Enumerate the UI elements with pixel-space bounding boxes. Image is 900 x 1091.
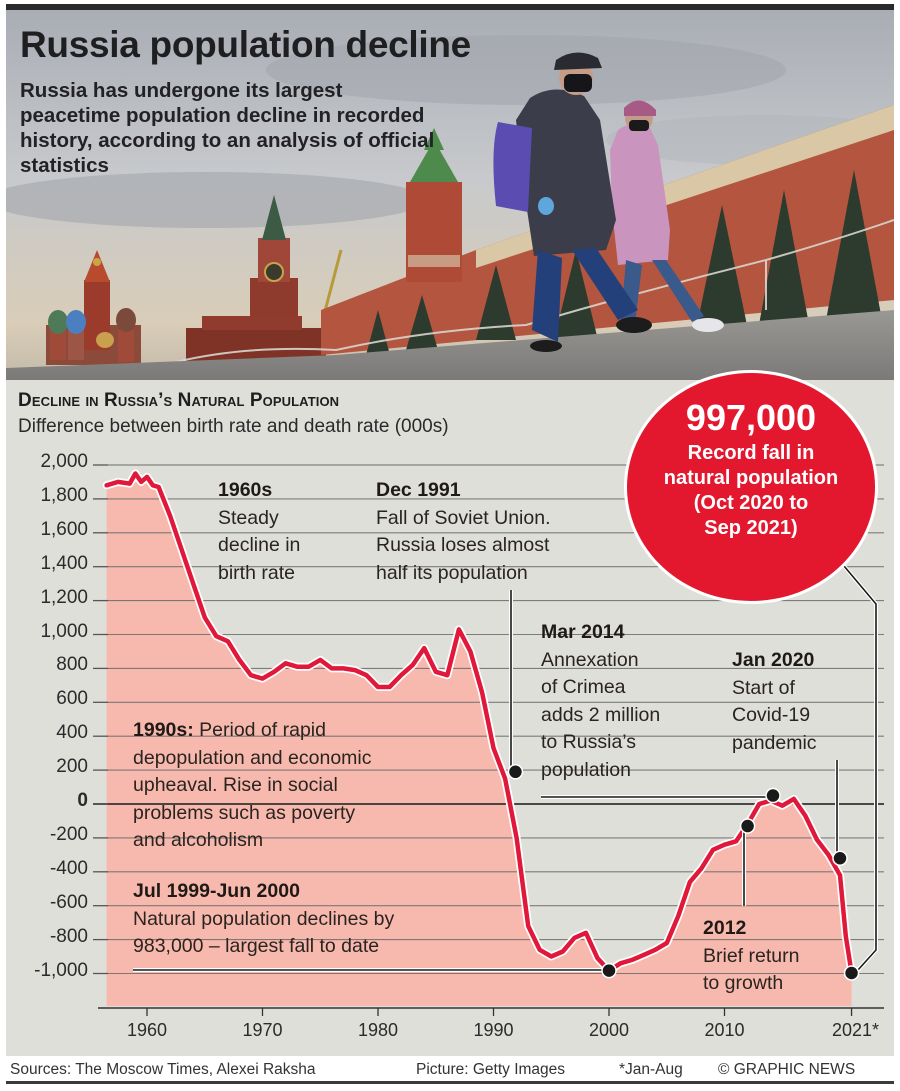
footer-copyright: © GRAPHIC NEWS xyxy=(718,1061,856,1078)
x-tick-label: 2010 xyxy=(704,1020,745,1040)
annotation-jul-1999: Jul 1999-Jun 2000 Natural population dec… xyxy=(133,880,395,957)
red-square-photo-illustration xyxy=(6,10,894,380)
y-tick-label: 200 xyxy=(56,756,88,778)
y-tick-label: 600 xyxy=(56,688,88,710)
footer-note: *Jan-Aug xyxy=(619,1061,683,1078)
footer-picture-credit: Picture: Getty Images xyxy=(416,1061,566,1078)
page-subtitle: Russia has undergone its largest peaceti… xyxy=(20,79,435,177)
y-tick-label: 0 xyxy=(77,790,88,811)
y-tick-label: -600 xyxy=(49,891,88,913)
leader-lines xyxy=(133,564,878,972)
area-fill xyxy=(106,473,852,1006)
annotation-1960s: 1960s Steady decline in birth rate xyxy=(218,479,301,584)
y-tick-label: 1,200 xyxy=(40,586,88,608)
record-fall-callout: 997,000 Record fall in natural populatio… xyxy=(624,370,878,604)
y-tick-label: -200 xyxy=(49,823,88,845)
chart-subheading: Difference between birth rate and death … xyxy=(18,416,449,437)
y-tick-label: 1,000 xyxy=(40,620,88,642)
y-tick-label: -800 xyxy=(49,925,88,947)
x-tick-label: 2021* xyxy=(832,1020,880,1040)
x-tick-label: 1970 xyxy=(242,1020,283,1040)
footer: Sources: The Moscow Times, Alexei Raksha… xyxy=(6,1056,894,1084)
annotation-2012: 2012 Brief return to growth xyxy=(703,917,800,994)
data-line xyxy=(102,469,856,977)
annotation-1990s: 1990s: Period of rapid depopulation and … xyxy=(133,719,372,851)
y-tick-label: 800 xyxy=(56,654,88,676)
y-tick-label: 400 xyxy=(56,722,88,744)
x-tick-label: 1960 xyxy=(126,1020,168,1040)
page-title: Russia population decline xyxy=(20,24,471,65)
top-rule xyxy=(6,4,894,10)
y-tick-label: 2,000 xyxy=(40,451,88,472)
y-tick-label: 1,800 xyxy=(40,484,88,506)
fir-trees xyxy=(366,170,882,355)
annotation-jan-2020: Jan 2020 Start of Covid-19 pandemic xyxy=(732,649,817,754)
annotation-mar-2014: Mar 2014 Annexation of Crimea adds 2 mil… xyxy=(541,621,661,781)
header-photo: Russia population decline Russia has und… xyxy=(6,10,894,380)
callout-text: Record fall in natural population (Oct 2… xyxy=(663,442,839,539)
y-tick-label: -400 xyxy=(49,857,88,879)
x-tick-label: 1990 xyxy=(473,1020,514,1040)
chart-heading: Decline in Russia’s Natural Population xyxy=(18,390,340,411)
y-tick-label: -1,000 xyxy=(34,959,88,981)
x-tick-label: 1980 xyxy=(357,1020,399,1040)
callout-value: 997,000 xyxy=(685,397,817,438)
pedestrians xyxy=(493,52,724,352)
y-tick-label: 1,600 xyxy=(40,518,88,540)
x-axis xyxy=(98,1007,884,1016)
event-markers xyxy=(507,764,860,981)
y-tick-label: 1,400 xyxy=(40,552,88,574)
x-tick-label: 2000 xyxy=(588,1020,630,1040)
st-basils-cathedral xyxy=(46,250,141,365)
footer-sources: Sources: The Moscow Times, Alexei Raksha xyxy=(10,1061,316,1078)
annotation-dec-1991: Dec 1991 Fall of Soviet Union. Russia lo… xyxy=(376,479,551,584)
